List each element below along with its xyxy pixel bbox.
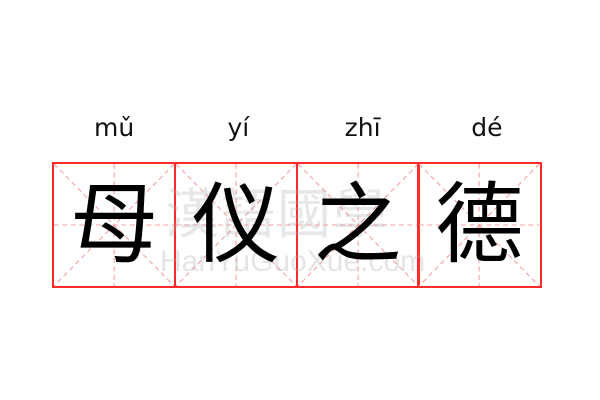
- character-grid: 母 仪 之 德: [52, 162, 549, 288]
- character: 仪: [191, 173, 280, 276]
- watermark-latin: HanYuGuoXue.com: [160, 245, 426, 278]
- pinyin-4: dé: [471, 113, 503, 142]
- character-cell: 之: [295, 162, 420, 288]
- pinyin-row: mǔ yí zhī dé: [52, 110, 549, 146]
- pinyin-1: mǔ: [94, 113, 135, 142]
- pinyin-3: zhī: [344, 113, 381, 142]
- grid-guides: [297, 164, 418, 286]
- pinyin-2: yí: [227, 113, 250, 142]
- character-cell: 德: [417, 162, 542, 288]
- character: 德: [435, 173, 524, 276]
- character: 之: [313, 173, 402, 276]
- grid-guides: [419, 164, 540, 286]
- grid-guides: [175, 164, 296, 286]
- grid-guides: [54, 164, 175, 286]
- character-cell: 仪: [173, 162, 298, 288]
- character: 母: [70, 173, 159, 276]
- watermark-chinese: 漢語國學: [165, 183, 389, 246]
- character-cell: 母: [52, 162, 177, 288]
